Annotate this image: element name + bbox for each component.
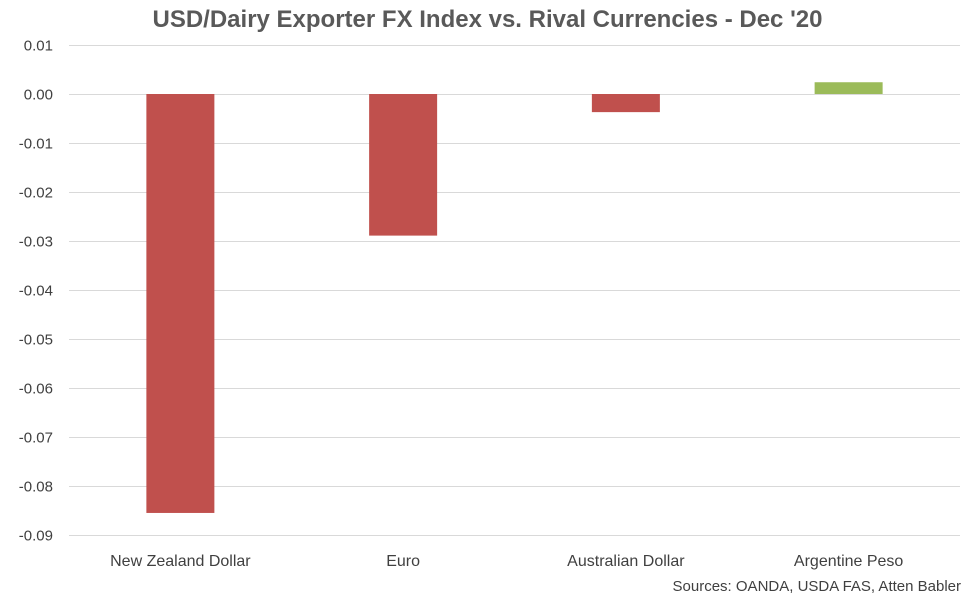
x-tick-label: Euro: [386, 553, 420, 570]
y-tick-label: -0.07: [19, 430, 53, 447]
y-tick-label: -0.02: [19, 185, 53, 202]
x-tick-label: Australian Dollar: [567, 553, 685, 570]
y-tick-label: -0.01: [19, 136, 53, 153]
y-tick-label: -0.05: [19, 332, 53, 349]
bar: [369, 94, 437, 236]
bar: [592, 94, 660, 112]
bar: [146, 94, 214, 513]
y-tick-label: -0.06: [19, 381, 53, 398]
x-tick-label: New Zealand Dollar: [110, 553, 251, 570]
x-tick-label: Argentine Peso: [794, 553, 904, 570]
y-tick-label: 0.01: [24, 38, 53, 55]
y-tick-label: -0.08: [19, 479, 53, 496]
y-tick-label: 0.00: [24, 87, 53, 104]
bar: [815, 82, 883, 94]
chart-source: Sources: OANDA, USDA FAS, Atten Babler: [673, 578, 961, 595]
y-tick-label: -0.09: [19, 528, 53, 545]
y-tick-label: -0.03: [19, 234, 53, 251]
y-tick-label: -0.04: [19, 283, 53, 300]
